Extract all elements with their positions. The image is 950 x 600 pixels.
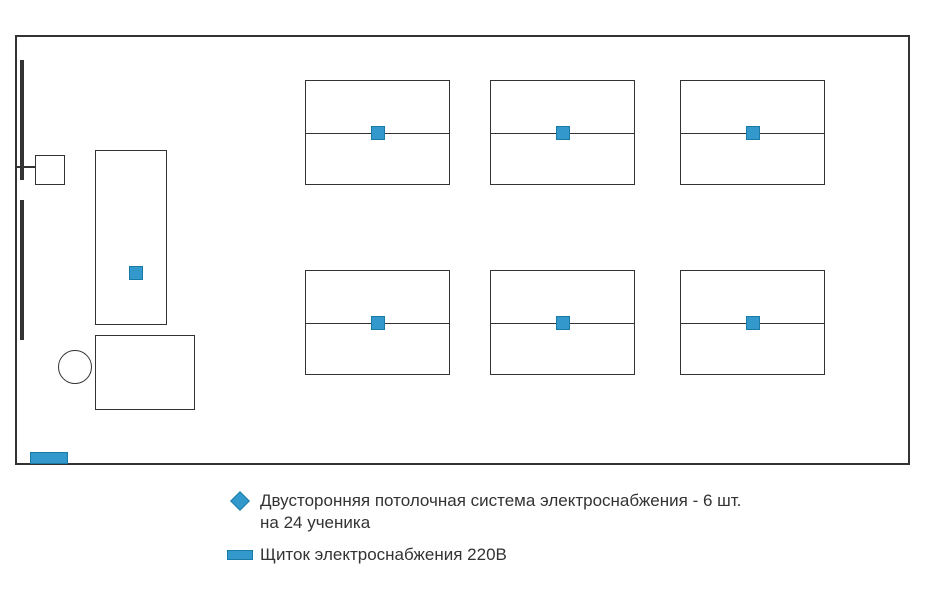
power-marker-icon — [371, 126, 385, 140]
wall-connector — [17, 166, 35, 168]
student-desk-r1-c3 — [680, 80, 825, 185]
student-desk-r2-c2 — [490, 270, 635, 375]
student-desk-r2-c3 — [680, 270, 825, 375]
student-desk-r1-c2 — [490, 80, 635, 185]
teacher-desk-bottom — [95, 335, 195, 410]
diamond-icon — [220, 490, 260, 512]
legend-row-2: Щиток электроснабжения 220В — [220, 544, 741, 566]
student-desk-r1-c1 — [305, 80, 450, 185]
power-marker-icon — [556, 126, 570, 140]
wall-marking-1 — [20, 60, 24, 180]
wall-small-box — [35, 155, 65, 185]
circle-shape — [58, 350, 92, 384]
student-desk-r2-c1 — [305, 270, 450, 375]
electrical-panel — [30, 452, 68, 464]
power-marker-icon — [556, 316, 570, 330]
legend-row-1: Двусторонняя потолочная система электрос… — [220, 490, 741, 534]
wall-marking-2 — [20, 200, 24, 340]
teacher-desk-marker — [129, 266, 143, 280]
power-marker-icon — [746, 126, 760, 140]
legend: Двусторонняя потолочная система электрос… — [220, 490, 741, 576]
legend-text-1: Двусторонняя потолочная система электрос… — [260, 490, 741, 534]
power-marker-icon — [371, 316, 385, 330]
legend-text-2: Щиток электроснабжения 220В — [260, 544, 507, 566]
teacher-desk-top — [95, 150, 167, 325]
rect-icon — [220, 544, 260, 566]
power-marker-icon — [746, 316, 760, 330]
